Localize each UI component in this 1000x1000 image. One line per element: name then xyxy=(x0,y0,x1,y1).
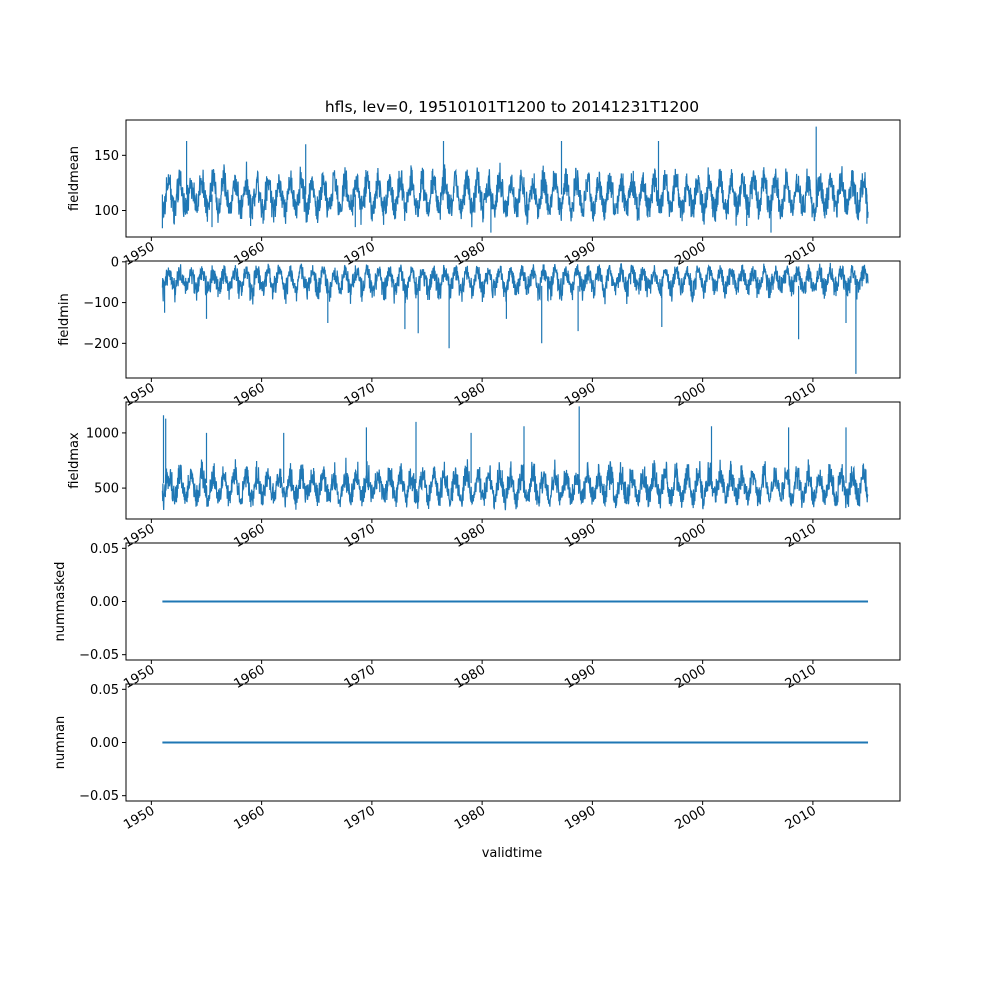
subplot-nummasked: −0.05 0.00 0.05 nummasked 1950 1960 1970 1980 19… xyxy=(53,542,901,692)
y-tick-label: 150 xyxy=(94,149,119,164)
subplot-fieldmax: 500 1000 fieldmax 1950 1960 1970 1980 1990 2000 2… xyxy=(67,401,901,551)
y-tick-label: 100 xyxy=(94,204,119,219)
y-axis-label: numnan xyxy=(53,716,68,770)
x-tick-label: 1990 xyxy=(562,521,598,551)
x-axis-label: validtime xyxy=(482,846,543,861)
y-tick-label: 0.05 xyxy=(90,542,119,557)
x-tick-label: 1960 xyxy=(231,380,267,410)
subplot-numnan: −0.05 0.00 0.05 numnan 1950 1960 1970 1980 1990 2… xyxy=(53,683,901,833)
y-tick-label: 0.00 xyxy=(90,595,119,610)
x-tick-label: 1960 xyxy=(231,662,267,692)
x-tick-label: 1950 xyxy=(121,803,157,833)
series-line-fieldmean xyxy=(161,126,869,233)
x-tick-label: 2010 xyxy=(783,239,819,269)
series-line-fieldmax xyxy=(161,406,869,511)
y-tick-label: 0 xyxy=(111,255,119,270)
x-tick-label: 2010 xyxy=(783,521,819,551)
plot-area-frame xyxy=(125,683,901,802)
plot-area-frame xyxy=(125,119,901,238)
y-tick-label: 500 xyxy=(94,482,119,497)
x-tick-label: 1950 xyxy=(121,380,157,410)
y-tick-label: −100 xyxy=(83,296,119,311)
x-tick-label: 1990 xyxy=(562,662,598,692)
x-tick-label: 1980 xyxy=(452,380,488,410)
series-line-fieldmin xyxy=(161,262,869,374)
x-tick-label: 1970 xyxy=(342,803,378,833)
x-tick-label: 2010 xyxy=(783,662,819,692)
x-tick-label: 1960 xyxy=(231,803,267,833)
plot-area-frame xyxy=(125,401,901,520)
x-tick-label: 1960 xyxy=(231,239,267,269)
x-tick-label: 2000 xyxy=(672,380,708,410)
x-tick-label: 1970 xyxy=(342,380,378,410)
x-tick-label: 1970 xyxy=(342,662,378,692)
y-tick-label: −200 xyxy=(83,337,119,352)
plot-area-frame xyxy=(125,542,901,661)
x-tick-label: 2000 xyxy=(672,521,708,551)
y-axis-label: fieldmean xyxy=(67,146,82,211)
x-tick-label: 1950 xyxy=(121,239,157,269)
y-tick-label: −0.05 xyxy=(79,789,119,804)
x-tick-label: 1980 xyxy=(452,662,488,692)
x-tick-label: 1980 xyxy=(452,239,488,269)
x-tick-label: 1950 xyxy=(121,662,157,692)
x-tick-label: 2010 xyxy=(783,380,819,410)
subplot-fieldmean: 100 150 fieldmean 1950 1960 1970 1980 1990 2000 2… xyxy=(67,119,901,269)
x-tick-label: 1990 xyxy=(562,380,598,410)
y-axis-label: nummasked xyxy=(53,562,68,642)
x-tick-label: 1990 xyxy=(562,239,598,269)
x-tick-label: 1970 xyxy=(342,521,378,551)
y-tick-label: 0.00 xyxy=(90,736,119,751)
y-axis-label: fieldmin xyxy=(57,293,72,346)
x-tick-label: 1960 xyxy=(231,521,267,551)
x-tick-label: 1990 xyxy=(562,803,598,833)
chart-title: hfls, lev=0, 19510101T1200 to 20141231T1… xyxy=(325,98,699,116)
y-tick-label: 0.05 xyxy=(90,683,119,698)
x-tick-label: 2000 xyxy=(672,803,708,833)
x-tick-label: 1980 xyxy=(452,803,488,833)
x-tick-label: 1950 xyxy=(121,521,157,551)
subplots: 100 150 fieldmean 1950 1960 1970 1980 1990 2000 2… xyxy=(53,119,901,833)
y-tick-label: 1000 xyxy=(86,426,119,441)
plot-area-frame xyxy=(125,260,901,379)
y-tick-label: −0.05 xyxy=(79,648,119,663)
x-tick-label: 1980 xyxy=(452,521,488,551)
x-tick-label: 2000 xyxy=(672,662,708,692)
x-tick-label: 2010 xyxy=(783,803,819,833)
subplot-fieldmin: −200 −100 0 fieldmin 1950 1960 1970 1980 1990 200… xyxy=(57,255,901,410)
x-tick-label: 1970 xyxy=(342,239,378,269)
y-axis-label: fieldmax xyxy=(67,432,82,489)
x-tick-label: 2000 xyxy=(672,239,708,269)
